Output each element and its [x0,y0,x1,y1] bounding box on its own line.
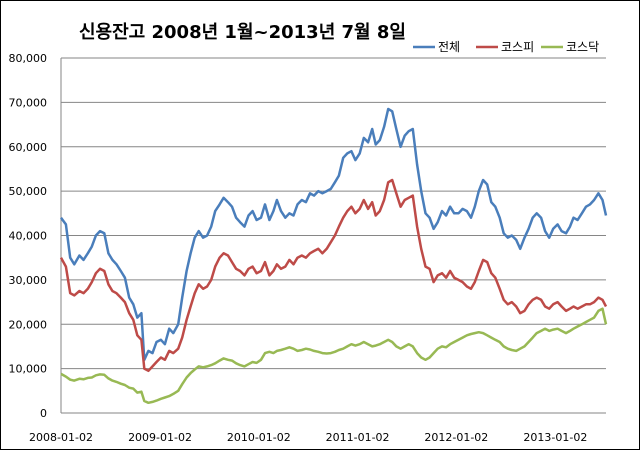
y-tick-label: 80,000 [9,52,48,65]
y-tick-label: 60,000 [9,141,48,154]
y-tick-label: 10,000 [9,363,48,376]
series-lines [59,107,608,405]
y-axis: 0 10,000 20,000 30,000 40,000 50,000 60,000 70,… [9,52,62,420]
x-tick-label: 2009-01-02 [128,431,192,444]
y-tick-label: 40,000 [9,230,48,243]
series-line-전체 [59,107,608,362]
x-tick-label: 2012-01-02 [424,431,488,444]
x-tick-label: 2008-01-02 [29,431,93,444]
x-tick-label: 2010-01-02 [227,431,291,444]
grid-lines [61,57,606,370]
chart-title: 신용잔고 2008년 1월~2013년 7월 8일 [79,22,406,43]
y-tick-label: 20,000 [9,318,48,331]
x-tick-label: 2011-01-02 [326,431,390,444]
y-tick-label: 30,000 [9,274,48,287]
y-tick-label: 0 [40,407,47,420]
legend-label: 전체 [438,40,460,54]
y-tick-label: 50,000 [9,185,48,198]
x-axis: 2008-01-02 2009-01-02 2010-01-02 2011-01-02… [29,412,606,444]
legend: 전체 코스피 코스닥 [413,40,599,54]
series-line-코스닥 [60,307,608,405]
legend-label: 코스닥 [566,40,599,54]
x-tick-label: 2013-01-02 [523,431,587,444]
legend-label: 코스피 [501,40,534,54]
y-tick-label: 70,000 [9,96,48,109]
series-line-코스피 [59,178,608,373]
